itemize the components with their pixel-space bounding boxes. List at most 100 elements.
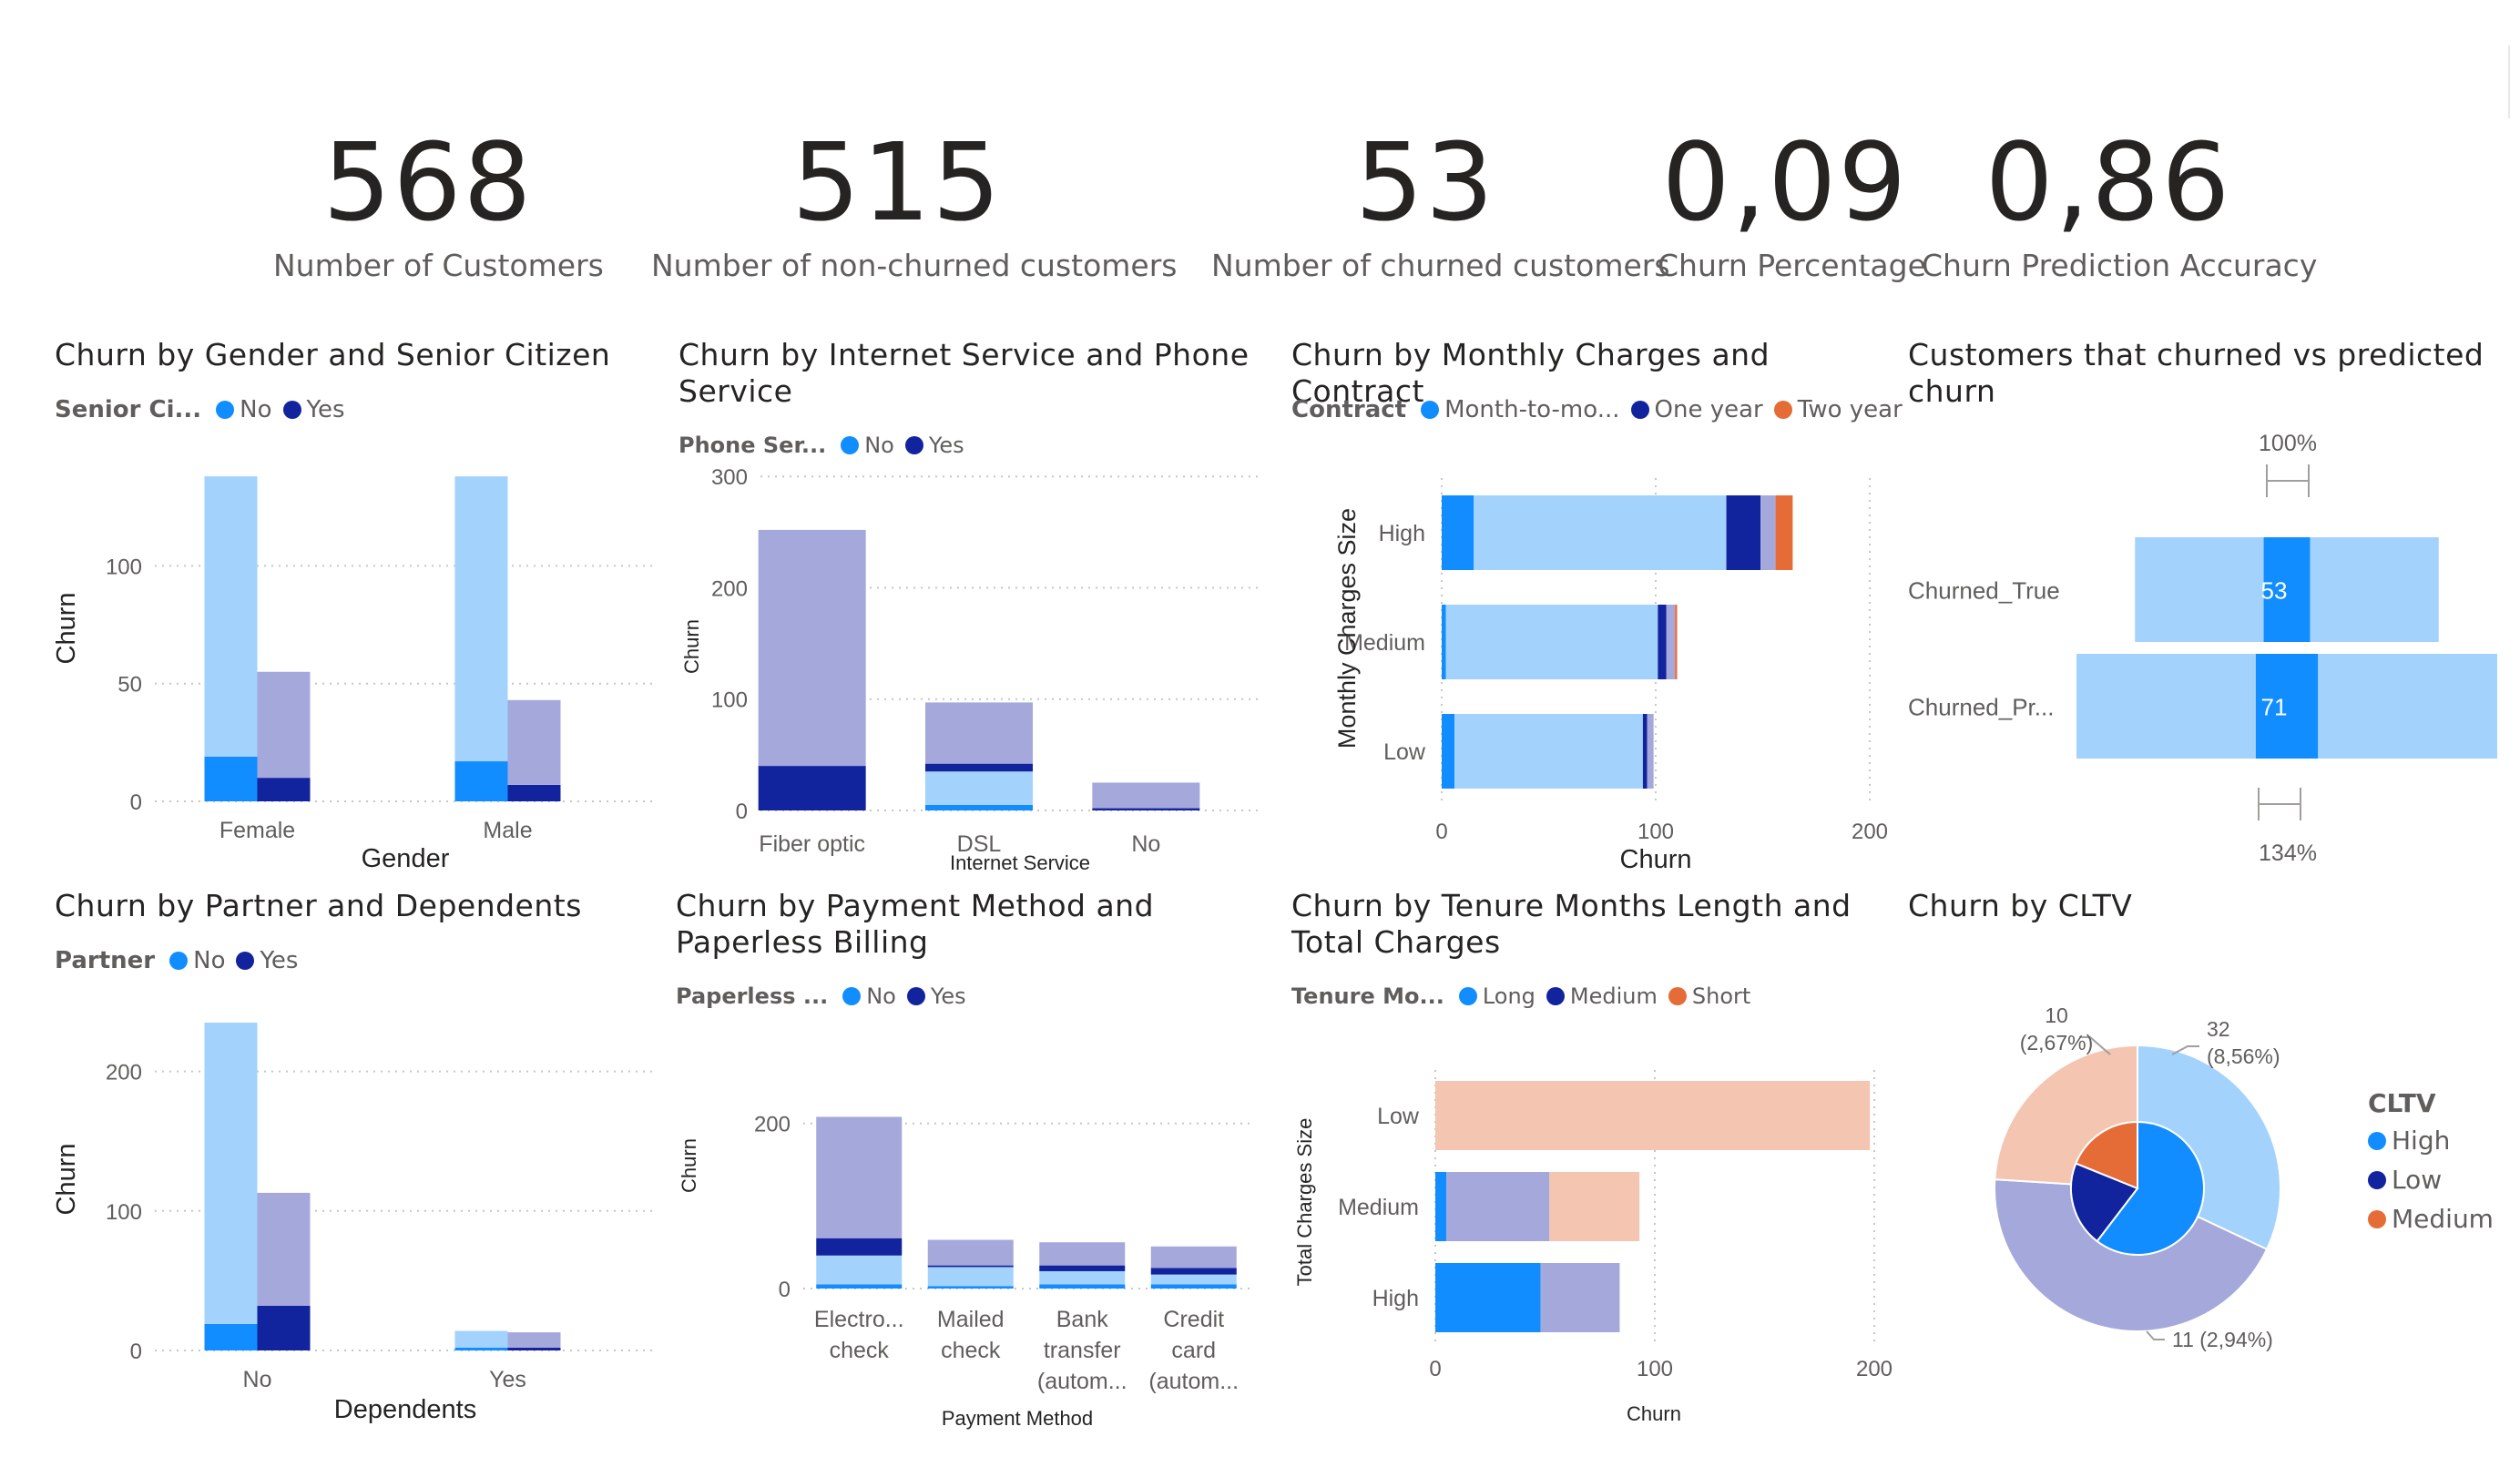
visual-internet[interactable]: Churn by Internet Service and Phone Serv… xyxy=(678,337,1270,883)
bar-segment[interactable] xyxy=(1150,1268,1237,1275)
bar-segment[interactable] xyxy=(204,756,258,801)
scrollbar[interactable] xyxy=(2508,46,2510,118)
chart-funnel[interactable]: 100% 53 Churned_True 71 Churned_Pr... 134% xyxy=(1908,337,2509,883)
bar-segment[interactable] xyxy=(204,476,258,757)
bar-segment[interactable] xyxy=(1760,495,1776,570)
bar-segment[interactable] xyxy=(1150,1284,1237,1289)
bar-segment[interactable] xyxy=(1150,1274,1237,1285)
bar-segment[interactable] xyxy=(1039,1284,1126,1289)
legend-item[interactable]: Yes xyxy=(282,396,345,423)
chart-payment[interactable]: 0 200 Electro... check Mailed check Bank transf… xyxy=(676,888,1277,1434)
bar-segment[interactable] xyxy=(1442,714,1455,789)
bar-segment[interactable] xyxy=(1658,605,1667,679)
bar-segment[interactable] xyxy=(454,476,508,762)
chart-cltv[interactable]: 32 (8,56%) 10 (2,67%) 11 (2,94%) xyxy=(1908,888,2363,1434)
legend-item[interactable]: Low xyxy=(2368,1165,2442,1195)
bar-segment[interactable] xyxy=(507,784,561,801)
legend-item[interactable]: One year xyxy=(1630,396,1763,423)
bar-segment[interactable] xyxy=(927,1265,1014,1268)
pie-leader-line[interactable] xyxy=(2079,1036,2111,1055)
bar-segment[interactable] xyxy=(925,771,1033,805)
chart-monthly[interactable]: 0 100 200 High Medium Low Churn Monthly Charges… xyxy=(1291,337,1911,883)
bar-segment[interactable] xyxy=(816,1284,903,1289)
pie-leader-line[interactable] xyxy=(2171,1045,2199,1055)
bar-segment[interactable] xyxy=(816,1238,903,1256)
visual-cltv[interactable]: Churn by CLTV CLTV High Low Medium 32 (8,… xyxy=(1908,888,2509,1434)
bar-segment[interactable] xyxy=(1442,605,1446,679)
bar-segment[interactable] xyxy=(257,778,311,801)
bar-segment[interactable] xyxy=(454,1347,508,1350)
funnel-bracket[interactable] xyxy=(2258,788,2301,820)
chart-partner[interactable]: 0 100 200 No Yes Dependents Churn xyxy=(52,888,656,1434)
visual-tenure[interactable]: Churn by Tenure Months Length and Total … xyxy=(1291,888,1911,1434)
visual-payment[interactable]: Churn by Payment Method and Paperless Bi… xyxy=(676,888,1277,1434)
bar-segment[interactable] xyxy=(204,1323,258,1350)
bar-segment[interactable] xyxy=(816,1116,903,1238)
legend-item[interactable]: Long xyxy=(1458,983,1535,1009)
bar-segment[interactable] xyxy=(1150,1246,1237,1269)
legend-item[interactable]: No xyxy=(169,947,225,974)
bar-segment[interactable] xyxy=(454,761,508,801)
bar-segment[interactable] xyxy=(1642,714,1648,789)
chart-tenure[interactable]: 0 100 200 Low Medium High Churn Total Charges S… xyxy=(1291,888,1911,1434)
bar-segment[interactable] xyxy=(257,671,311,779)
pie-leader-line[interactable] xyxy=(2146,1330,2165,1340)
bar-segment[interactable] xyxy=(927,1286,1014,1289)
bar-segment[interactable] xyxy=(1726,495,1761,570)
bar-segment[interactable] xyxy=(758,529,866,767)
funnel-bar-value[interactable] xyxy=(2263,537,2311,642)
bar-segment[interactable] xyxy=(925,763,1033,772)
bar-segment[interactable] xyxy=(1039,1242,1126,1266)
chart-internet[interactable]: 0 100 200 300 Fiber optic DSL No Internet Servi… xyxy=(678,337,1270,883)
bar-segment[interactable] xyxy=(1675,605,1678,679)
bar-segment[interactable] xyxy=(507,699,561,785)
legend-item[interactable]: Medium xyxy=(2368,1204,2494,1234)
bar-segment[interactable] xyxy=(1092,782,1200,809)
legend-item[interactable]: Yes xyxy=(236,947,298,974)
bar-segment[interactable] xyxy=(925,702,1033,764)
legend-item[interactable]: Yes xyxy=(904,433,964,458)
bar-segment[interactable] xyxy=(1775,495,1793,570)
visual-monthly-charges[interactable]: Churn by Monthly Charges and Contract Co… xyxy=(1291,337,1911,883)
legend-item[interactable]: Medium xyxy=(1546,983,1658,1009)
bar-segment[interactable] xyxy=(1039,1270,1126,1285)
bar-segment[interactable] xyxy=(1454,714,1643,789)
bar-segment[interactable] xyxy=(927,1267,1014,1287)
legend-item[interactable]: Month-to-mo... xyxy=(1421,396,1620,423)
visual-predicted-churn[interactable]: Customers that churned vs predicted chur… xyxy=(1908,337,2509,883)
bar-segment[interactable] xyxy=(1039,1265,1126,1271)
pie-inner-slice[interactable] xyxy=(2096,1120,2205,1256)
bar-segment[interactable] xyxy=(1446,1172,1550,1241)
bar-segment[interactable] xyxy=(507,1332,561,1348)
visual-gender[interactable]: Churn by Gender and Senior Citizen Senio… xyxy=(52,337,656,883)
bar-segment[interactable] xyxy=(454,1330,508,1348)
chart-gender[interactable]: 0 50 100 Female Male Gender Churn xyxy=(52,337,656,883)
pie-inner-slice[interactable] xyxy=(2070,1162,2139,1243)
funnel-bar-value[interactable] xyxy=(2255,654,2319,759)
legend-item[interactable]: Short xyxy=(1668,983,1750,1009)
pie-inner-slice[interactable] xyxy=(2075,1120,2138,1190)
bar-segment[interactable] xyxy=(1647,714,1654,789)
bar-segment[interactable] xyxy=(927,1239,1014,1266)
bar-segment[interactable] xyxy=(758,766,866,810)
bar-segment[interactable] xyxy=(1474,495,1727,570)
funnel-bracket[interactable] xyxy=(2266,464,2310,497)
bar-segment[interactable] xyxy=(1442,495,1474,570)
bar-segment[interactable] xyxy=(1540,1263,1620,1332)
bar-segment[interactable] xyxy=(1435,1263,1541,1332)
visual-partner[interactable]: Churn by Partner and Dependents Partner … xyxy=(52,888,656,1434)
bar-segment[interactable] xyxy=(1435,1172,1447,1241)
bar-segment[interactable] xyxy=(1445,605,1658,679)
legend-item[interactable]: No xyxy=(841,433,894,458)
bar-segment[interactable] xyxy=(1435,1081,1871,1150)
bar-segment[interactable] xyxy=(925,804,1033,810)
bar-segment[interactable] xyxy=(816,1255,903,1285)
legend-item[interactable]: High xyxy=(2368,1126,2450,1156)
legend-item[interactable]: No xyxy=(216,396,272,423)
bar-segment[interactable] xyxy=(507,1347,561,1350)
bar-segment[interactable] xyxy=(257,1305,311,1350)
legend-item[interactable]: Two year xyxy=(1773,396,1903,423)
legend-item[interactable]: Yes xyxy=(906,983,966,1009)
bar-segment[interactable] xyxy=(1549,1172,1640,1241)
bar-segment[interactable] xyxy=(1092,808,1200,810)
